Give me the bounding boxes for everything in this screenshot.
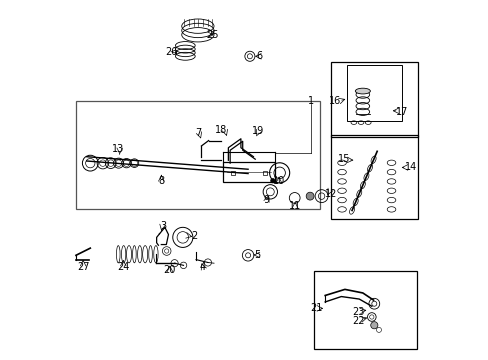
Text: 15: 15 [337, 154, 350, 164]
Text: 9: 9 [263, 195, 269, 205]
Text: 26: 26 [164, 46, 177, 57]
Text: 8: 8 [158, 176, 164, 186]
Circle shape [270, 179, 274, 183]
Text: 13: 13 [112, 144, 124, 154]
Text: 4: 4 [199, 262, 205, 272]
Bar [76, 101, 319, 209]
Circle shape [370, 321, 377, 329]
Bar [262, 171, 266, 175]
Circle shape [305, 192, 313, 200]
Text: 2: 2 [191, 231, 197, 240]
Text: 6: 6 [256, 51, 263, 61]
Text: 12: 12 [325, 189, 337, 199]
Text: 24: 24 [117, 262, 129, 272]
Text: 25: 25 [205, 30, 218, 40]
Text: 1: 1 [307, 96, 313, 106]
Bar [230, 171, 235, 175]
Text: 3: 3 [161, 221, 166, 231]
Text: 16: 16 [328, 96, 340, 106]
Bar [330, 135, 418, 220]
Text: 27: 27 [77, 262, 89, 272]
Text: 17: 17 [395, 107, 407, 117]
Bar [223, 162, 274, 182]
Bar [314, 271, 416, 348]
Bar [330, 62, 418, 137]
Text: 21: 21 [309, 303, 322, 314]
Text: 5: 5 [254, 249, 261, 260]
Text: 14: 14 [404, 162, 417, 172]
Text: 10: 10 [272, 176, 285, 186]
Text: 19: 19 [251, 126, 264, 136]
Text: 18: 18 [215, 125, 227, 135]
Text: 23: 23 [351, 307, 364, 317]
Bar [346, 65, 402, 121]
Text: 22: 22 [351, 316, 364, 325]
Text: 11: 11 [288, 201, 301, 211]
Text: 20: 20 [163, 265, 176, 275]
Text: 7: 7 [195, 128, 202, 138]
Ellipse shape [355, 88, 369, 94]
